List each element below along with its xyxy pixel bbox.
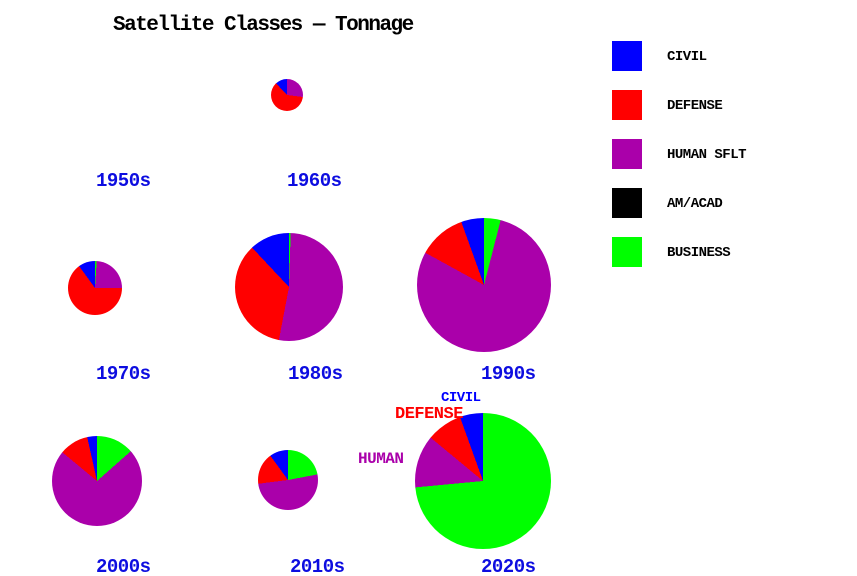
decade-label-2000s: 2000s	[96, 556, 151, 576]
legend-label-human-sflt: HUMAN SFLT	[667, 147, 747, 163]
decade-label-1970s: 1970s	[96, 363, 151, 385]
slice-label-human: HUMAN	[358, 450, 404, 468]
legend-label-civil: CIVIL	[667, 49, 707, 65]
decade-label-1980s: 1980s	[288, 363, 343, 385]
pie-2020s	[415, 413, 551, 549]
decade-label-2010s: 2010s	[290, 556, 345, 576]
pie-1990s	[417, 218, 551, 352]
pie-1970s	[68, 261, 122, 315]
legend-swatch-civil	[612, 41, 642, 71]
legend-label-business: BUSINESS	[667, 245, 731, 261]
pie-1980s	[235, 233, 343, 341]
decade-label-1960s: 1960s	[287, 170, 342, 192]
chart-title: Satellite Classes — Tonnage	[113, 14, 414, 37]
legend-label-am-acad: AM/ACAD	[667, 196, 723, 212]
slice-label-defense: DEFENSE	[395, 405, 463, 424]
pie-2010s	[258, 450, 318, 510]
legend-swatch-defense	[612, 90, 642, 120]
pie-2000s	[52, 436, 142, 526]
legend-label-defense: DEFENSE	[667, 98, 723, 114]
slice-label-civil: CIVIL	[441, 390, 481, 406]
decade-label-2020s: 2020s	[481, 556, 536, 576]
decade-label-1950s: 1950s	[96, 170, 151, 192]
pie-1960s	[271, 79, 303, 111]
decade-label-1990s: 1990s	[481, 363, 536, 385]
legend-swatch-business	[612, 237, 642, 267]
legend-swatch-am-acad	[612, 188, 642, 218]
legend-swatch-human-sflt	[612, 139, 642, 169]
